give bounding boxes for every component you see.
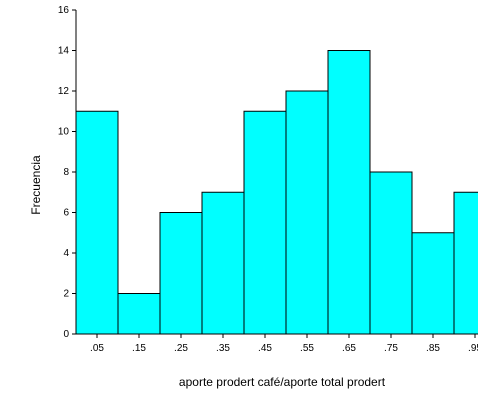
bar-.45 — [243, 110, 287, 335]
bar-.95 — [453, 191, 478, 335]
y-tick-label: 8 — [63, 167, 69, 178]
x-tick-label: .65 — [342, 343, 356, 354]
y-tick-label: 10 — [58, 127, 70, 138]
x-axis-title: aporte prodert café/aporte total prodert — [179, 375, 386, 389]
y-tick-label: 0 — [63, 329, 69, 340]
x-tick-label: .05 — [90, 343, 104, 354]
x-tick-label: .95 — [468, 343, 478, 354]
y-tick-label: 14 — [58, 46, 70, 57]
bar-.35 — [201, 191, 245, 335]
y-axis-title: Frecuencia — [29, 155, 43, 215]
bars-group — [75, 50, 478, 335]
x-tick-label: .75 — [384, 343, 398, 354]
y-tick-label: 12 — [58, 86, 70, 97]
bar-.65 — [327, 50, 371, 335]
bar-.25 — [159, 212, 203, 335]
y-tick-label: 6 — [63, 208, 69, 219]
y-tick-label: 2 — [63, 289, 69, 300]
bar-.15 — [117, 293, 161, 335]
bar-.05 — [75, 110, 119, 335]
x-tick-label: .55 — [300, 343, 314, 354]
y-tick-label: 16 — [58, 5, 70, 16]
x-axis: .05 .15 .25 .35 .45 .55 .65 .75 .85 .95 — [76, 333, 478, 354]
bar-.55 — [285, 90, 329, 335]
x-tick-label: .45 — [258, 343, 272, 354]
y-tick-label: 4 — [63, 248, 69, 259]
x-tick-label: .15 — [132, 343, 146, 354]
x-tick-label: .35 — [216, 343, 230, 354]
bar-.85 — [411, 232, 455, 335]
y-axis: 0 2 4 6 8 10 12 14 16 — [58, 5, 77, 340]
x-tick-label: .85 — [426, 343, 440, 354]
x-tick-label: .25 — [174, 343, 188, 354]
bar-.75 — [369, 171, 413, 335]
